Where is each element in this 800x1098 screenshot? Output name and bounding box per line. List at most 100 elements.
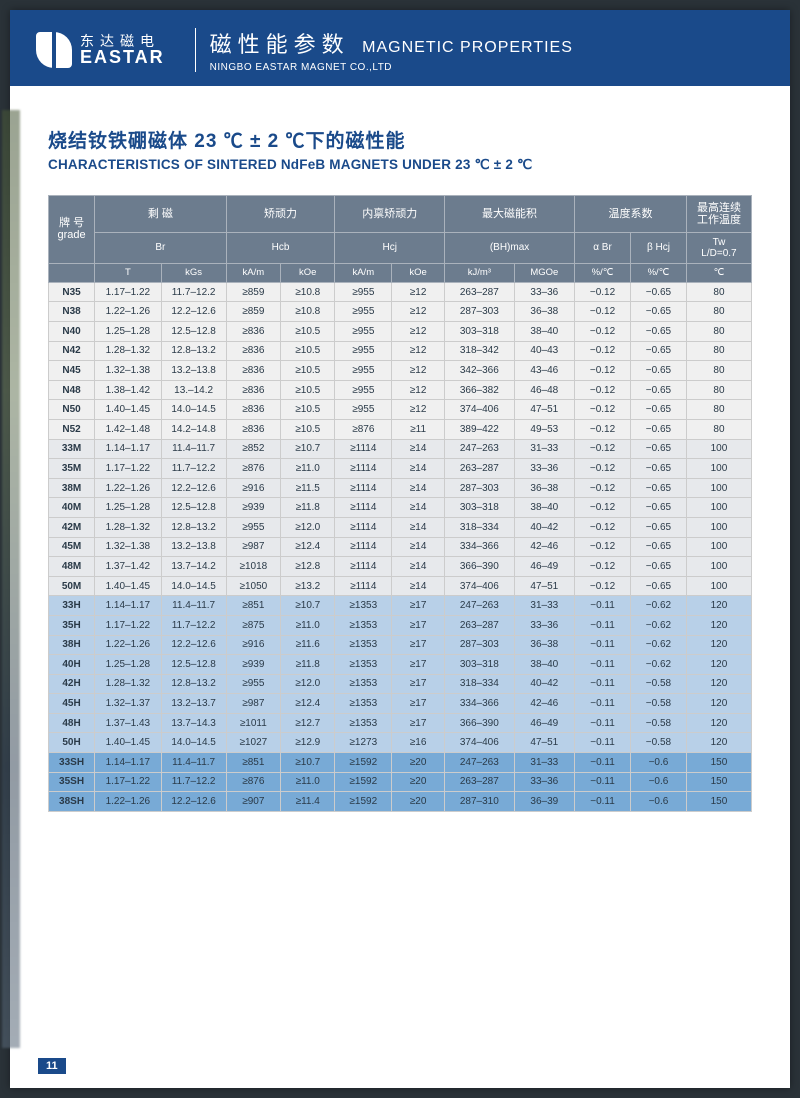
value-cell: 374–406 [445, 733, 515, 753]
value-cell: 366–390 [445, 557, 515, 577]
value-cell: ≥955 [335, 400, 392, 420]
table-header-row-2: BrHcbHcj(BH)maxα Brβ HcjTwL/D=0.7 [49, 233, 752, 264]
table-header-cell: α Br [575, 233, 631, 264]
table-row: 50H1.40–1.4514.0–14.5≥1027≥12.9≥1273≥163… [49, 733, 752, 753]
value-cell: ≥1018 [226, 557, 280, 577]
value-cell: 120 [686, 674, 751, 694]
value-cell: 1.17–1.22 [95, 282, 162, 302]
value-cell: −0.11 [575, 596, 631, 616]
value-cell: 11.7–12.2 [161, 282, 226, 302]
grade-cell: 42H [49, 674, 95, 694]
value-cell: 11.7–12.2 [161, 615, 226, 635]
grade-cell: 38H [49, 635, 95, 655]
grade-cell: 35M [49, 459, 95, 479]
grade-cell: N50 [49, 400, 95, 420]
value-cell: ≥836 [226, 419, 280, 439]
table-header-cell: MGOe [514, 263, 574, 282]
value-cell: ≥17 [392, 713, 445, 733]
value-cell: 80 [686, 302, 751, 322]
grade-cell: 33SH [49, 753, 95, 773]
value-cell: ≥955 [335, 322, 392, 342]
value-cell: ≥12 [392, 322, 445, 342]
value-cell: ≥1592 [335, 772, 392, 792]
grade-cell: 40M [49, 498, 95, 518]
logo-text-cn: 东达磁电 [80, 34, 165, 48]
table-row: N381.22–1.2612.2–12.6≥859≥10.8≥955≥12287… [49, 302, 752, 322]
value-cell: ≥13.2 [281, 576, 335, 596]
value-cell: ≥907 [226, 792, 280, 812]
value-cell: 31–33 [514, 753, 574, 773]
value-cell: 11.7–12.2 [161, 772, 226, 792]
value-cell: −0.65 [630, 517, 686, 537]
logo-mark-icon [36, 32, 72, 68]
value-cell: 100 [686, 459, 751, 479]
value-cell: 12.2–12.6 [161, 792, 226, 812]
table-header-cell: kOe [281, 263, 335, 282]
value-cell: −0.11 [575, 615, 631, 635]
value-cell: 12.8–13.2 [161, 517, 226, 537]
value-cell: −0.58 [630, 694, 686, 714]
value-cell: −0.65 [630, 400, 686, 420]
value-cell: ≥10.7 [281, 596, 335, 616]
value-cell: ≥987 [226, 694, 280, 714]
value-cell: ≥1011 [226, 713, 280, 733]
value-cell: ≥1353 [335, 694, 392, 714]
table-row: 48H1.37–1.4313.7–14.3≥1011≥12.7≥1353≥173… [49, 713, 752, 733]
value-cell: −0.62 [630, 635, 686, 655]
value-cell: 1.14–1.17 [95, 753, 162, 773]
value-cell: ≥11.0 [281, 459, 335, 479]
value-cell: 1.38–1.42 [95, 380, 162, 400]
value-cell: 247–263 [445, 753, 515, 773]
grade-cell: N45 [49, 361, 95, 381]
table-row: 35SH1.17–1.2211.7–12.2≥876≥11.0≥1592≥202… [49, 772, 752, 792]
value-cell: 100 [686, 478, 751, 498]
value-cell: 1.28–1.32 [95, 517, 162, 537]
value-cell: −0.65 [630, 419, 686, 439]
value-cell: ≥852 [226, 439, 280, 459]
value-cell: 318–334 [445, 674, 515, 694]
value-cell: 263–287 [445, 282, 515, 302]
value-cell: 1.22–1.26 [95, 302, 162, 322]
value-cell: ≥859 [226, 282, 280, 302]
value-cell: ≥11.6 [281, 635, 335, 655]
value-cell: ≥12 [392, 400, 445, 420]
value-cell: 1.28–1.32 [95, 341, 162, 361]
section-title-cn: 烧结钕铁硼磁体 23 ℃ ± 2 ℃下的磁性能 [48, 126, 752, 153]
value-cell: 80 [686, 322, 751, 342]
value-cell: 1.37–1.43 [95, 713, 162, 733]
value-cell: −0.12 [575, 498, 631, 518]
value-cell: ≥14 [392, 498, 445, 518]
value-cell: −0.11 [575, 792, 631, 812]
value-cell: ≥1027 [226, 733, 280, 753]
value-cell: 46–49 [514, 713, 574, 733]
value-cell: 80 [686, 419, 751, 439]
value-cell: ≥916 [226, 478, 280, 498]
grade-cell: 50H [49, 733, 95, 753]
value-cell: 13.2–13.7 [161, 694, 226, 714]
value-cell: ≥916 [226, 635, 280, 655]
table-header-cell: 最高连续工作温度 [686, 196, 751, 233]
value-cell: 100 [686, 517, 751, 537]
value-cell: 1.32–1.38 [95, 361, 162, 381]
value-cell: 287–303 [445, 302, 515, 322]
value-cell: 1.40–1.45 [95, 400, 162, 420]
value-cell: −0.65 [630, 557, 686, 577]
value-cell: ≥14 [392, 576, 445, 596]
grade-cell: 48H [49, 713, 95, 733]
table-row: 38SH1.22–1.2612.2–12.6≥907≥11.4≥1592≥202… [49, 792, 752, 812]
value-cell: ≥10.5 [281, 322, 335, 342]
grade-cell: 38SH [49, 792, 95, 812]
value-cell: 42–46 [514, 537, 574, 557]
value-cell: 100 [686, 439, 751, 459]
value-cell: 1.32–1.37 [95, 694, 162, 714]
value-cell: 1.25–1.28 [95, 498, 162, 518]
value-cell: 49–53 [514, 419, 574, 439]
table-header-cell: 内禀矫顽力 [335, 196, 445, 233]
value-cell: −0.11 [575, 635, 631, 655]
value-cell: 303–318 [445, 498, 515, 518]
value-cell: 36–38 [514, 635, 574, 655]
value-cell: 263–287 [445, 459, 515, 479]
value-cell: ≥1353 [335, 596, 392, 616]
value-cell: −0.12 [575, 517, 631, 537]
table-row: 40H1.25–1.2812.5–12.8≥939≥11.8≥1353≥1730… [49, 655, 752, 675]
